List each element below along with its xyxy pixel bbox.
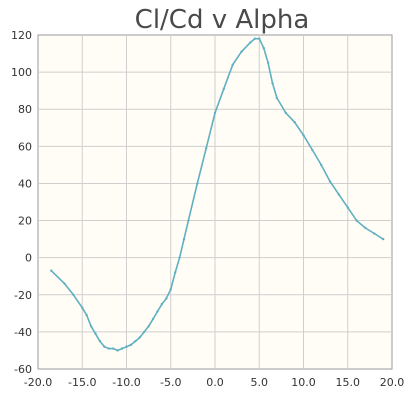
data-point [196,182,199,185]
data-point [262,46,265,50]
data-point [271,82,274,85]
data-point [72,293,75,296]
data-point [213,111,217,115]
data-point [231,63,234,66]
data-point [284,111,287,115]
data-point [116,349,119,352]
data-point [258,37,261,40]
data-point [346,206,349,209]
data-point [129,343,133,347]
data-point [147,325,150,328]
grid-lines [38,35,392,369]
data-point [328,180,332,183]
y-tick-label: 20 [18,215,32,228]
data-point [373,232,376,235]
data-point [182,237,186,241]
data-point [222,87,226,91]
data-point [138,336,141,339]
chart-title: Cl/Cd v Alpha [135,5,310,35]
data-point [311,148,314,152]
data-point [293,121,296,124]
data-point [337,193,341,196]
data-point [63,282,66,285]
x-tick-label: 15.0 [336,376,361,389]
x-tick-label: -5.0 [160,376,181,389]
data-point [320,163,323,167]
y-tick-label: 100 [11,66,32,79]
data-point [187,219,190,222]
data-point [85,313,88,317]
data-point [381,237,385,241]
series-layer [50,37,385,352]
data-point [81,306,84,309]
data-point [151,317,155,321]
y-tick-label: -60 [14,363,32,376]
data-point [89,325,93,328]
x-tick-label: -15.0 [68,376,96,389]
x-tick-label: 20.0 [380,376,405,389]
data-point [50,269,53,272]
x-tick-label: -10.0 [112,376,140,389]
data-point [103,345,106,348]
data-point [355,219,358,222]
data-point [169,288,172,291]
data-point [165,297,168,300]
data-point [120,347,124,350]
y-tick-label: 80 [18,103,32,116]
data-point [240,50,243,53]
x-tick-label: 10.0 [291,376,316,389]
y-tick-label: -40 [14,326,32,339]
tick-labels: -20.0 -15.0 -10.0 -5.0 0.0 5.0 10.0 15.0 20.0 120… [11,29,404,389]
data-point [204,146,208,150]
y-tick-label: 60 [18,140,32,153]
data-point [266,61,270,65]
data-point [275,96,279,100]
y-tick-label: 40 [18,177,32,190]
data-point [107,347,111,350]
data-point [302,134,305,137]
y-tick-label: 0 [25,252,32,265]
data-point [94,332,97,335]
y-tick-label: 120 [11,29,32,42]
data-point [143,330,146,334]
data-point [134,339,137,343]
y-tick-label: -20 [14,289,32,302]
data-point [364,226,367,230]
data-point [156,310,159,313]
data-point [253,37,257,40]
x-tick-label: 0.0 [206,376,224,389]
data-point [112,347,115,350]
data-point [249,41,252,44]
data-point [125,345,128,348]
data-point [173,271,177,274]
x-tick-label: -20.0 [24,376,52,389]
data-point [178,256,181,259]
x-tick-label: 5.0 [251,376,269,389]
data-point [98,339,102,343]
data-point [160,302,164,306]
